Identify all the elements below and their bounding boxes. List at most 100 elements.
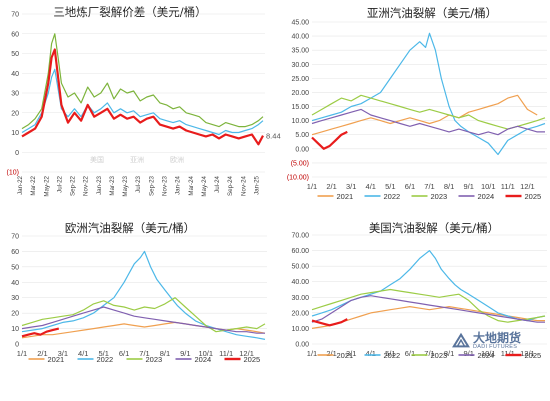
y-tick-label: 0 <box>15 342 19 349</box>
y-tick-label: 50.00 <box>291 264 309 271</box>
legend-label: 2021 <box>337 351 354 360</box>
y-tick-label: 10 <box>11 326 19 333</box>
series-line-2024 <box>311 108 545 136</box>
y-tick-label: 30 <box>11 295 19 302</box>
legend-label: 2024 <box>195 355 212 364</box>
x-tick-label: 1/1 <box>307 349 317 358</box>
dadi-logo-icon <box>452 332 470 348</box>
x-tick-label: Jul-22 <box>56 175 63 192</box>
y-tick-label: 70 <box>11 234 19 241</box>
legend-label: 2023 <box>146 355 163 364</box>
x-tick-label: Nov-24 <box>240 175 247 196</box>
x-tick-label: 8/1 <box>160 349 170 358</box>
y-tick-label: 15.00 <box>291 104 309 111</box>
series-line-2023 <box>311 94 546 130</box>
x-tick-label: 6/1 <box>405 182 415 191</box>
x-tick-label: Mar-23 <box>109 175 116 195</box>
y-tick-label: (10.00) <box>287 175 309 182</box>
y-tick-label: 0 <box>15 150 19 157</box>
x-tick-label: 8/1 <box>444 182 454 191</box>
y-tick-label: 20.00 <box>291 90 309 97</box>
x-tick-label: Mar-22 <box>30 175 37 195</box>
x-tick-label: 10/1 <box>198 349 213 358</box>
y-tick-label: 60 <box>11 31 19 38</box>
x-tick-label: 2/1 <box>326 182 336 191</box>
x-tick-label: 9/1 <box>463 349 473 358</box>
y-tick-label: 50 <box>11 51 19 58</box>
x-tick-label: 6/1 <box>405 349 415 358</box>
x-tick-label: 11/1 <box>501 349 515 358</box>
legend-label: 2025 <box>525 192 542 201</box>
x-tick-label: 3/1 <box>346 349 356 358</box>
legend-label: 2024 <box>478 192 495 201</box>
x-tick-label: 2/1 <box>37 349 47 358</box>
x-tick-label: May-24 <box>201 175 208 196</box>
y-tick-label: 20 <box>11 311 19 318</box>
x-tick-label: 5/1 <box>98 349 108 358</box>
x-tick-label: 11/1 <box>501 182 515 191</box>
y-tick-label: 35.00 <box>291 48 309 55</box>
y-tick-label: 25.00 <box>291 76 309 83</box>
y-tick-label: 20.00 <box>291 310 309 317</box>
x-tick-label: 1/1 <box>17 349 27 358</box>
watermark-en: DADI FUTURES <box>473 343 518 350</box>
y-tick-label: 70 <box>11 12 19 19</box>
x-tick-label: Nov-23 <box>161 175 168 196</box>
x-tick-label: Jan-22 <box>17 175 24 194</box>
x-tick-label: Jan-25 <box>253 175 260 194</box>
x-tick-label: 10/1 <box>481 349 496 358</box>
x-tick-label: 6/1 <box>119 349 129 358</box>
y-tick-label: 60.00 <box>291 248 309 255</box>
x-tick-label: May-23 <box>122 175 129 196</box>
series-line-2025 <box>311 318 348 327</box>
x-tick-label: 12/1 <box>520 182 535 191</box>
x-tick-label: 1/1 <box>307 182 317 191</box>
x-tick-label: 4/1 <box>366 182 376 191</box>
chart-panel-2: 亚洲汽油裂解（美元/桶） (10.00) (5.00) 0.00 5.00 10.00 15… <box>287 6 547 201</box>
y-tick-label: 20 <box>11 110 19 117</box>
chart-title: 美国汽油裂解（美元/桶） <box>369 221 499 235</box>
series-line-2022 <box>21 250 266 340</box>
x-tick-label: 2/1 <box>326 349 336 358</box>
x-tick-label: 5/1 <box>385 349 395 358</box>
x-tick-label: 7/1 <box>424 349 434 358</box>
legend-label: 2022 <box>384 192 401 201</box>
y-tick-label: 50 <box>11 264 19 271</box>
legend-faint-label: 亚洲 <box>130 156 144 164</box>
legend-label: 2025 <box>244 355 261 364</box>
series-line-2024 <box>311 295 545 323</box>
y-tick-label: 10 <box>11 130 19 137</box>
y-tick-label: 70.00 <box>291 233 309 240</box>
series-line-2022 <box>311 32 546 156</box>
y-tick-label: 10.00 <box>291 118 309 125</box>
chart-panel-1: 三地炼厂裂解价差（美元/桶） (10) 0 10 20 30 40 50 60 70 Jan-22 M… <box>7 5 281 197</box>
series-line-2021 <box>311 94 538 136</box>
chart-title: 欧洲汽油裂解（美元/桶） <box>65 221 195 235</box>
chart-title: 亚洲汽油裂解（美元/桶） <box>367 6 497 20</box>
x-tick-label: 4/1 <box>78 349 88 358</box>
y-tick-label: 30.00 <box>291 295 309 302</box>
x-tick-label: 12/1 <box>520 349 535 358</box>
y-tick-label: (10) <box>7 170 19 177</box>
legend-label: 2025 <box>525 351 542 360</box>
chart-title: 三地炼厂裂解价差（美元/桶） <box>53 5 206 19</box>
x-tick-label: Sep-24 <box>227 175 234 196</box>
legend-label: 2024 <box>478 351 495 360</box>
series-line-s1 <box>21 68 264 136</box>
x-tick-label: 3/1 <box>346 182 356 191</box>
x-tick-label: Jan-23 <box>96 175 103 194</box>
legend-label: 2022 <box>97 355 114 364</box>
y-tick-label: (5.00) <box>291 160 309 167</box>
y-tick-label: 40.00 <box>291 279 309 286</box>
y-tick-label: 40.00 <box>291 34 309 41</box>
x-tick-label: 5/1 <box>385 182 395 191</box>
legend-label: 2021 <box>48 355 65 364</box>
last-value-label: 8.44 <box>266 132 281 141</box>
y-tick-label: 0.00 <box>295 342 309 349</box>
y-tick-label: 30 <box>11 91 19 98</box>
x-tick-label: Mar-24 <box>188 175 195 195</box>
chart-panel-4: 美国汽油裂解（美元/桶） 0.00 10.00 20.00 30.00 40.00 50.0… <box>291 221 547 360</box>
y-tick-label: 0.00 <box>295 146 309 153</box>
